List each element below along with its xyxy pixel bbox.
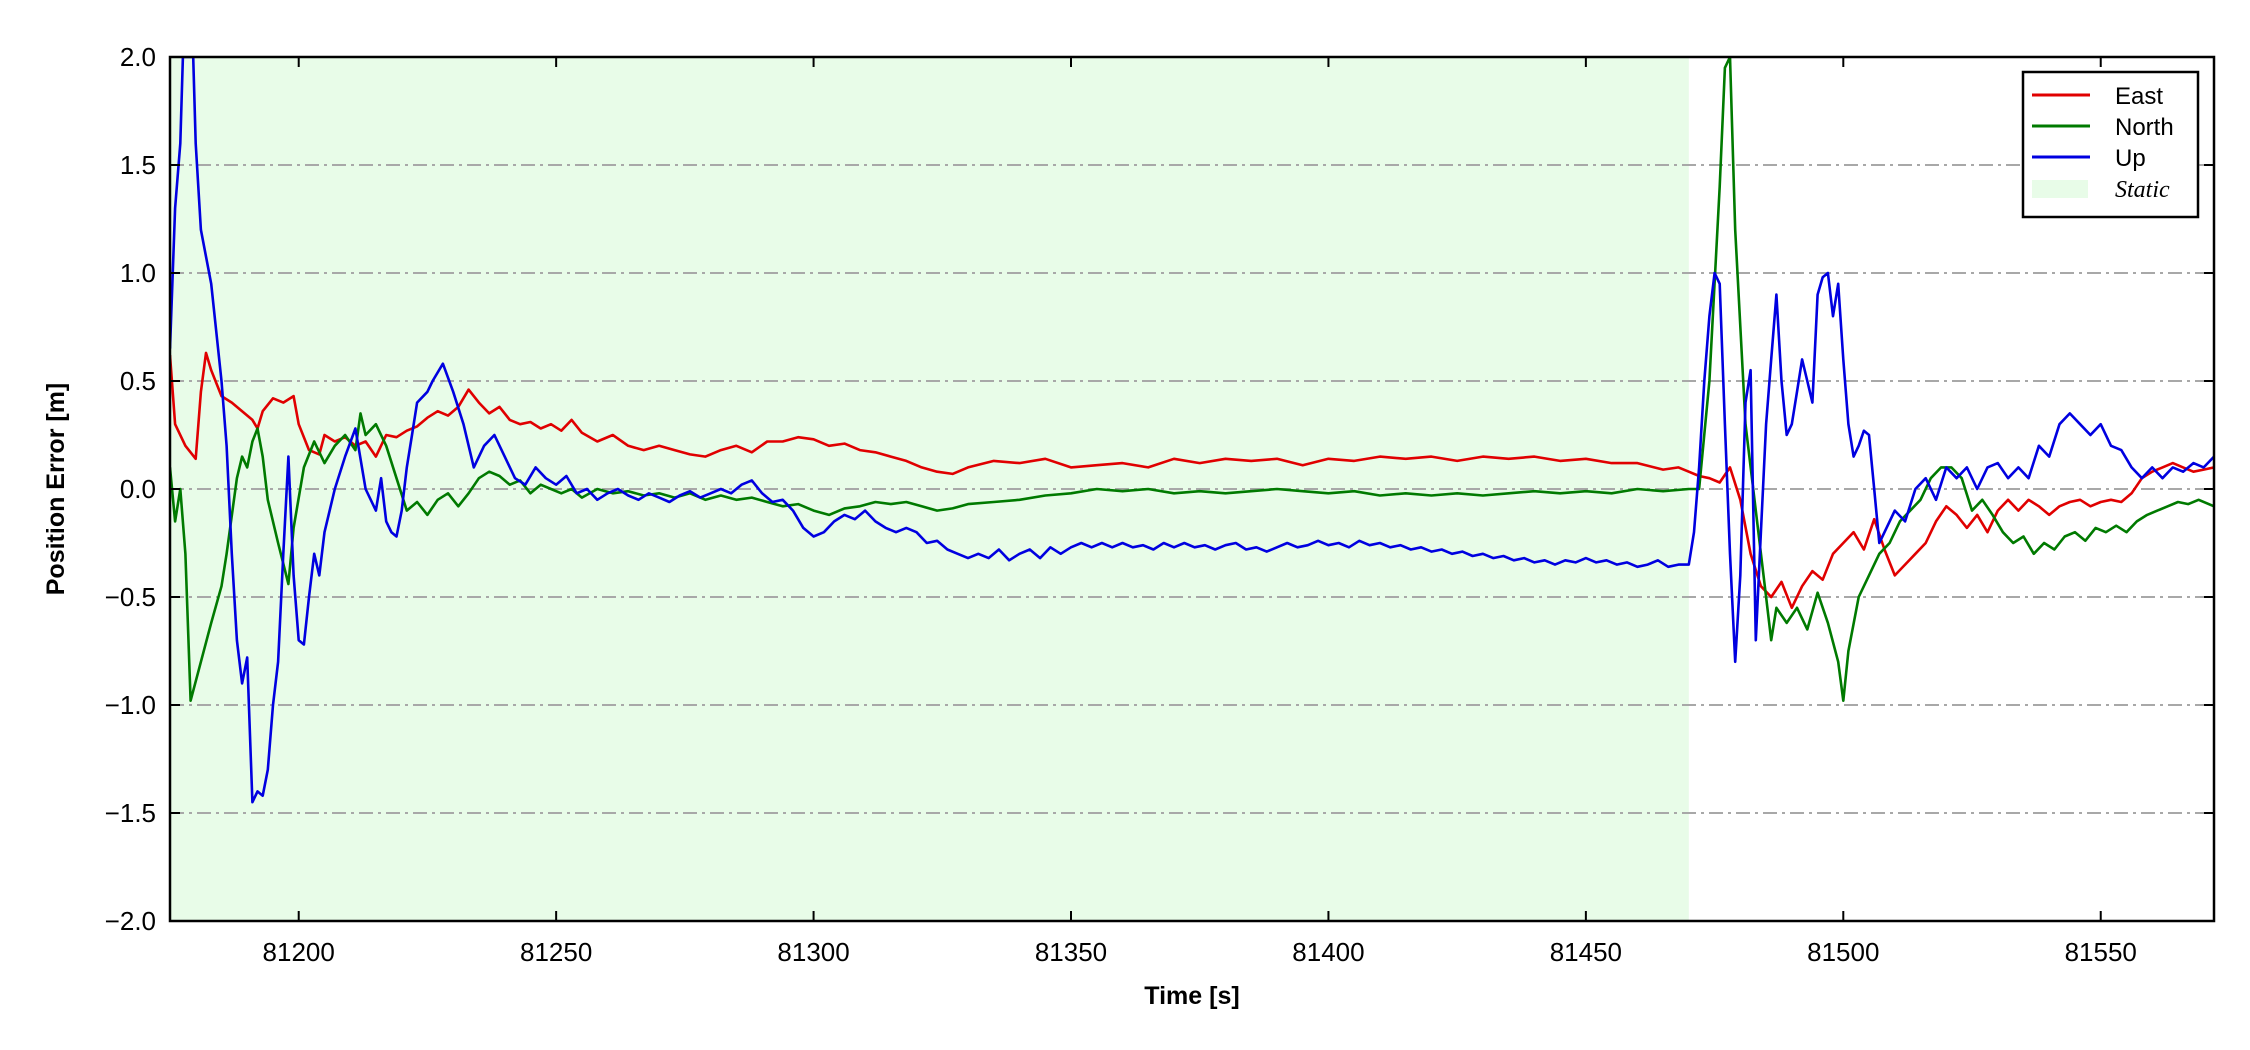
legend-label-static: Static [2115,177,2170,203]
y-axis-label: Position Error [m] [42,383,70,596]
x-tick-label: 81200 [263,937,335,967]
x-axis-label: Time [s] [1144,982,1239,1010]
legend-swatch-static [2032,180,2088,198]
series-lines [170,57,2214,804]
y-tick-label: −0.5 [105,582,156,612]
series-line-north [170,57,2214,702]
y-tick-label: 2.0 [120,42,156,72]
series-line-east [170,351,2214,610]
legend: East North Up Static [2021,70,2200,219]
series-line-up [170,57,2214,804]
y-tick-label: 0.5 [120,366,156,396]
y-axis-ticks: −2.0 −1.5 −1.0 −0.5 0.0 0.5 1.0 1.5 2.0 [105,42,2214,936]
x-tick-label: 81500 [1807,937,1879,967]
y-tick-label: −2.0 [105,906,156,936]
legend-label-east: East [2115,83,2163,110]
legend-label-up: Up [2115,145,2146,172]
y-tick-label: −1.0 [105,690,156,720]
x-tick-label: 81350 [1035,937,1107,967]
legend-label-north: North [2115,114,2174,141]
x-tick-label: 81550 [2065,937,2137,967]
x-tick-label: 81250 [520,937,592,967]
y-tick-label: 1.0 [120,258,156,288]
y-tick-label: 0.0 [120,474,156,504]
x-tick-label: 81300 [777,937,849,967]
x-tick-label: 81450 [1550,937,1622,967]
y-tick-label: −1.5 [105,798,156,828]
x-tick-label: 81400 [1292,937,1364,967]
x-axis-ticks: 81200 81250 81300 81350 81400 81450 81500 81550 [263,57,2137,967]
y-tick-label: 1.5 [120,150,156,180]
